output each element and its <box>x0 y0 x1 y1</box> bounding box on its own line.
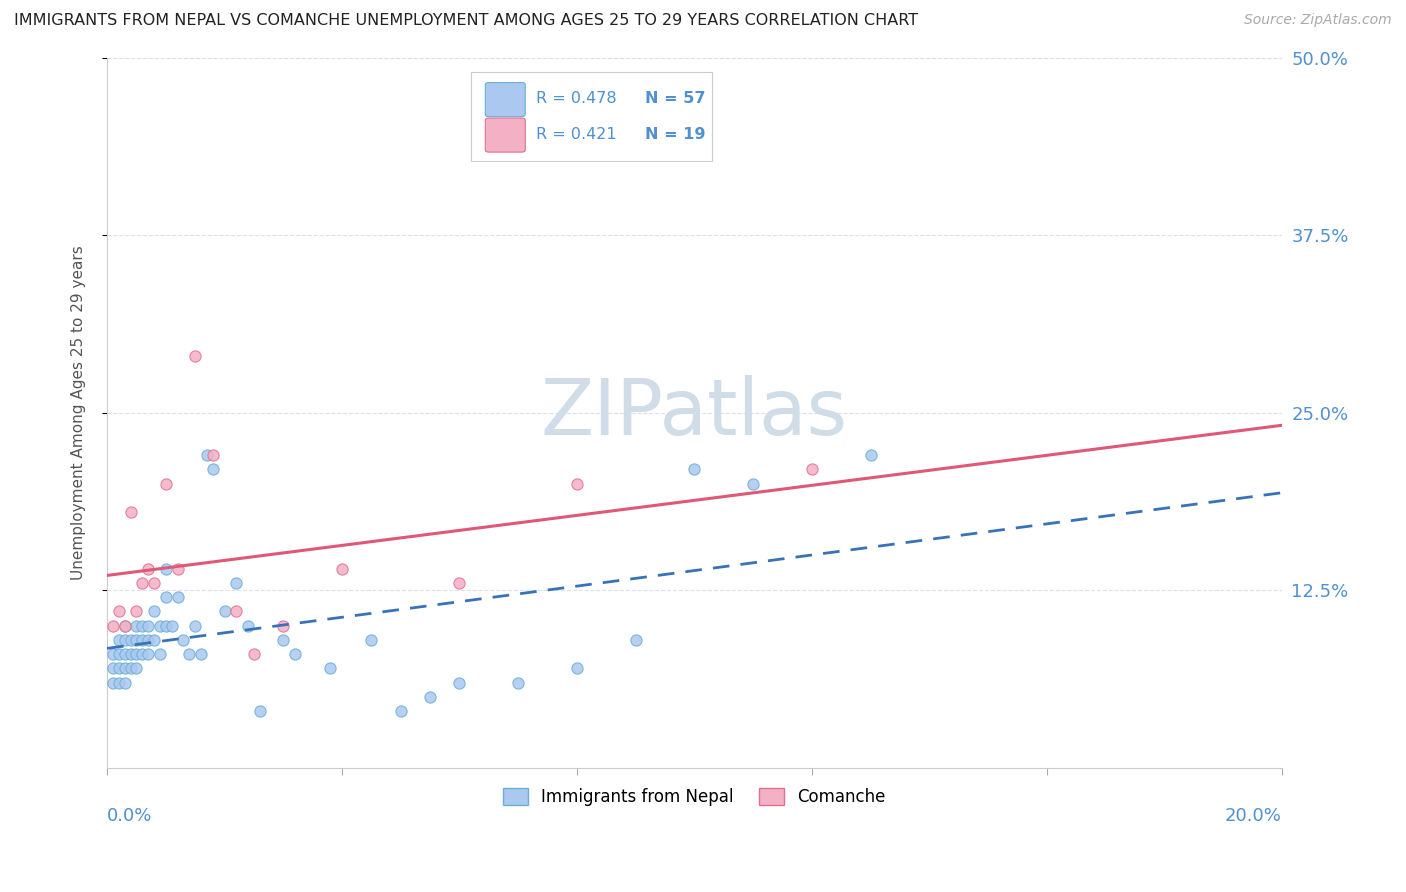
Point <box>565 661 588 675</box>
Point <box>114 661 136 675</box>
Point <box>136 632 159 647</box>
Point <box>101 618 124 632</box>
Point <box>125 618 148 632</box>
Point <box>249 704 271 718</box>
Point <box>155 562 177 576</box>
Point <box>101 675 124 690</box>
Text: ZIPatlas: ZIPatlas <box>541 375 848 450</box>
Point <box>214 605 236 619</box>
Text: R = 0.478: R = 0.478 <box>536 91 616 106</box>
Point <box>143 632 166 647</box>
Point <box>136 562 159 576</box>
Point <box>284 647 307 661</box>
Point <box>683 462 706 476</box>
Point <box>184 349 207 363</box>
Point <box>184 618 207 632</box>
Point <box>859 448 882 462</box>
FancyBboxPatch shape <box>485 118 526 153</box>
Point <box>143 605 166 619</box>
Point <box>166 591 188 605</box>
Point <box>225 576 247 591</box>
Point <box>131 576 153 591</box>
Point <box>330 562 353 576</box>
Point <box>166 562 188 576</box>
Point <box>120 505 142 519</box>
Point <box>565 476 588 491</box>
Point <box>389 704 412 718</box>
Point <box>114 618 136 632</box>
Point <box>419 690 441 704</box>
Point <box>624 632 647 647</box>
Point <box>108 605 131 619</box>
Point <box>271 632 294 647</box>
Legend: Immigrants from Nepal, Comanche: Immigrants from Nepal, Comanche <box>496 781 893 813</box>
Point <box>125 632 148 647</box>
Point <box>131 632 153 647</box>
Point <box>155 476 177 491</box>
Text: Source: ZipAtlas.com: Source: ZipAtlas.com <box>1244 13 1392 28</box>
Point <box>236 618 259 632</box>
Point <box>155 618 177 632</box>
Point <box>201 462 224 476</box>
Point <box>449 576 471 591</box>
Point <box>108 675 131 690</box>
Text: IMMIGRANTS FROM NEPAL VS COMANCHE UNEMPLOYMENT AMONG AGES 25 TO 29 YEARS CORRELA: IMMIGRANTS FROM NEPAL VS COMANCHE UNEMPL… <box>14 13 918 29</box>
Point <box>800 462 823 476</box>
Point <box>101 647 124 661</box>
Point <box>120 647 142 661</box>
Point <box>114 647 136 661</box>
Point <box>190 647 212 661</box>
Point <box>201 448 224 462</box>
Text: N = 57: N = 57 <box>645 91 706 106</box>
Point <box>120 632 142 647</box>
Point <box>160 618 183 632</box>
Point <box>114 632 136 647</box>
FancyBboxPatch shape <box>471 72 711 161</box>
Point <box>319 661 342 675</box>
Point <box>136 618 159 632</box>
Text: 0.0%: 0.0% <box>107 806 152 825</box>
Point <box>125 647 148 661</box>
Point <box>120 661 142 675</box>
Text: R = 0.421: R = 0.421 <box>536 127 616 142</box>
Text: 20.0%: 20.0% <box>1225 806 1282 825</box>
Point <box>149 618 172 632</box>
Point <box>172 632 194 647</box>
Point <box>131 618 153 632</box>
Point <box>131 647 153 661</box>
Point <box>225 605 247 619</box>
Point <box>195 448 218 462</box>
Point <box>155 591 177 605</box>
Point <box>114 618 136 632</box>
Point <box>179 647 201 661</box>
Point <box>360 632 382 647</box>
Point <box>101 661 124 675</box>
Point <box>108 647 131 661</box>
Point <box>243 647 266 661</box>
Point <box>136 647 159 661</box>
FancyBboxPatch shape <box>485 83 526 117</box>
Point <box>114 675 136 690</box>
Point <box>125 661 148 675</box>
Text: N = 19: N = 19 <box>645 127 706 142</box>
Point <box>508 675 530 690</box>
Point <box>149 647 172 661</box>
Point <box>108 632 131 647</box>
Point <box>125 605 148 619</box>
Point <box>271 618 294 632</box>
Point <box>742 476 765 491</box>
Point <box>449 675 471 690</box>
Point <box>143 576 166 591</box>
Point <box>108 661 131 675</box>
Y-axis label: Unemployment Among Ages 25 to 29 years: Unemployment Among Ages 25 to 29 years <box>72 245 86 580</box>
